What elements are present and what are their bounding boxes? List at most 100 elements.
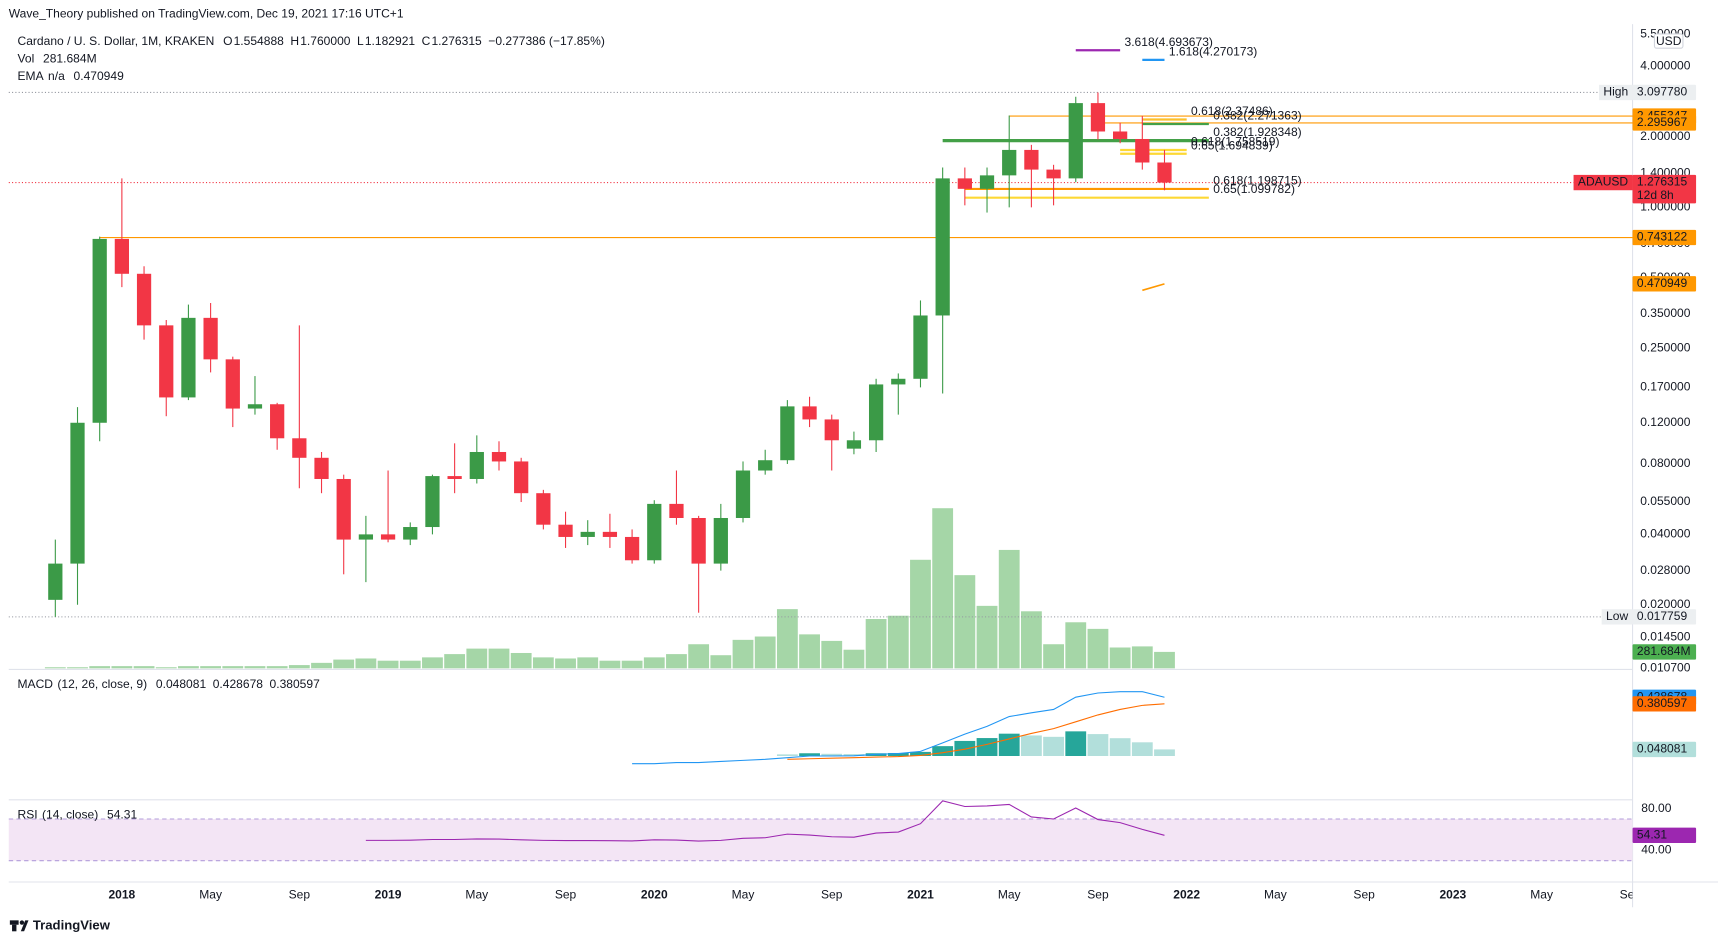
candle-body: [846, 440, 862, 449]
fib-label: 1.618(4.270173): [1169, 44, 1257, 58]
candle-body: [514, 461, 529, 494]
volume-bar: [422, 657, 443, 669]
macd-histogram-bar: [954, 740, 976, 756]
signal-value-label: 0.380597: [1637, 696, 1688, 710]
candle-body: [1157, 162, 1172, 183]
volume-bar: [1043, 644, 1064, 669]
x-tick-label: 2023: [1439, 887, 1466, 901]
x-tick-label: May: [199, 887, 222, 901]
rsi-legend-value: 54.31: [107, 807, 137, 821]
y-tick-label: 0.020000: [1640, 597, 1691, 611]
volume-bar: [133, 666, 155, 669]
price-label-box: [1632, 609, 1697, 625]
volume-bar: [222, 666, 244, 669]
candle-body: [935, 178, 950, 316]
legend-key: O: [223, 34, 232, 48]
macd-line: [632, 691, 1165, 765]
candle-body: [913, 315, 928, 379]
price-label: 3.097780: [1637, 85, 1688, 99]
candle-body: [469, 451, 484, 479]
legend-key: C: [422, 34, 431, 48]
volume-bar: [377, 660, 399, 669]
price-label-box: [1632, 174, 1697, 204]
rsi-value-label: 54.31: [1637, 828, 1667, 842]
plot-area: 2018 May Sep 2019 May Sep 2020 May Sep 2021 May Sep…: [8, 35, 1642, 901]
histogram-value-label: 0.048081: [1637, 742, 1688, 756]
y-tick-label: 0.010700: [1640, 661, 1691, 675]
candle-body: [425, 476, 440, 528]
x-tick-label: 2020: [641, 887, 668, 901]
volume-bar: [178, 666, 199, 669]
candle-body: [868, 384, 884, 441]
y-tick-label: 0.055000: [1640, 494, 1691, 508]
macd-histogram-bar: [910, 751, 931, 756]
price-label: 0.743122: [1637, 230, 1688, 244]
footer-logo: [9, 920, 29, 932]
price-tag: High: [1603, 85, 1628, 99]
fib-label: 3.618(4.693673): [1125, 35, 1213, 49]
candle-body: [70, 422, 85, 564]
candle-body: [358, 534, 374, 540]
price-label: 0.017759: [1637, 609, 1688, 623]
candle-body: [669, 503, 684, 518]
candle-body: [802, 406, 817, 420]
volume-bar: [355, 658, 377, 669]
price-tag-box: [1601, 609, 1633, 625]
rsi-tick-label: 40.00: [1641, 842, 1671, 856]
volume-bar: [333, 659, 355, 669]
volume-bar: [599, 660, 621, 669]
volume-bar: [666, 654, 687, 669]
volume-bar: [399, 660, 421, 669]
macd-legend-signal: 0.380597: [270, 677, 321, 691]
price-label: 2.295967: [1637, 115, 1688, 129]
signal-value-label-box: [1632, 696, 1697, 712]
price-label-box: [1632, 84, 1697, 101]
candle-body: [1113, 131, 1128, 139]
volume-bar: [466, 648, 488, 669]
x-tick-label: Sep: [1087, 887, 1109, 901]
ema-legend-args: n/a: [48, 69, 65, 83]
macd-histogram-bar: [1065, 731, 1087, 756]
candle-body: [491, 451, 507, 462]
y-tick-label: 0.028000: [1640, 563, 1691, 577]
x-tick-label: May: [1530, 887, 1553, 901]
candle-body: [735, 470, 751, 518]
volume-bar: [67, 667, 88, 669]
macd-histogram-bar: [821, 753, 843, 756]
volume-bar: [555, 658, 576, 669]
volume-bar: [643, 657, 665, 669]
x-tick-label: 2021: [907, 887, 934, 901]
macd-histogram-bar: [1154, 749, 1175, 756]
fib-label: 0.382(1.928348): [1213, 125, 1301, 139]
price-tag: ADAUSD: [1578, 175, 1629, 189]
y-tick-label: 0.014500: [1640, 630, 1691, 644]
macd-legend-hist: 0.048081: [156, 677, 207, 691]
candle-body: [891, 378, 906, 385]
price-label-box: [1632, 229, 1697, 246]
candle-body: [48, 563, 63, 600]
x-tick-label: Sep: [555, 887, 577, 901]
candle-body: [292, 438, 307, 458]
volume-bar: [1065, 622, 1087, 669]
price-label-countdown: 12d 8h: [1637, 188, 1674, 202]
legend-change: −0.277386 (−17.85%): [488, 34, 605, 48]
macd-histogram-bar: [932, 746, 954, 756]
macd-histogram-bar: [1020, 735, 1042, 756]
candle-body: [114, 238, 129, 274]
fib-label: 0.382(2.271363): [1213, 109, 1301, 123]
volume-bar: [89, 666, 111, 669]
candle-body: [181, 317, 196, 398]
macd-histogram-bar: [1043, 736, 1064, 756]
volume-bar: [532, 657, 554, 669]
candle-body: [203, 317, 218, 360]
x-tick-label: Sep: [1620, 887, 1642, 901]
macd-histogram-bar: [887, 752, 909, 756]
rsi-legend-name: RSI: [18, 807, 38, 821]
fib-label: 0.65(1.694839): [1191, 138, 1273, 152]
volume-value-label: 281.684M: [1637, 644, 1691, 658]
candle-body: [536, 493, 551, 525]
volume-bar: [577, 657, 599, 669]
volume-bar: [865, 619, 887, 669]
